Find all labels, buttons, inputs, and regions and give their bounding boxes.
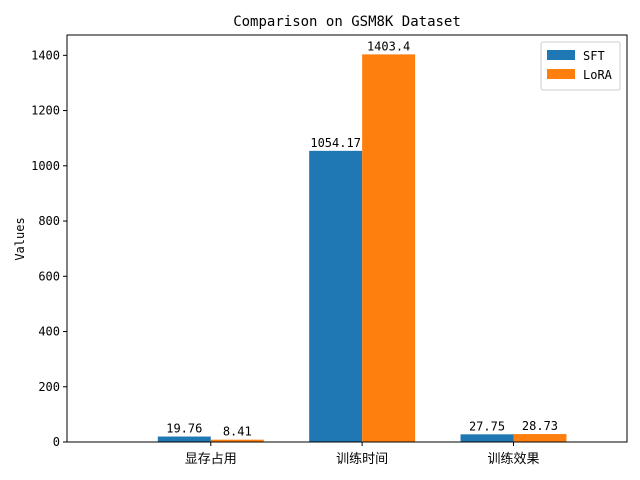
- legend-label: SFT: [583, 49, 605, 63]
- data-label: 27.75: [469, 419, 505, 433]
- y-tick-label: 600: [38, 269, 60, 283]
- legend: SFT LoRA: [540, 41, 621, 91]
- legend-swatch-lora: [547, 69, 575, 79]
- y-axis-label: Values: [13, 217, 27, 260]
- y-tick-label: 0: [53, 435, 60, 449]
- bar-lora-1: [362, 54, 416, 442]
- bar-lora-0: [210, 439, 264, 442]
- x-tick-label: 显存占用: [185, 452, 237, 467]
- bar-sft-0: [157, 436, 211, 442]
- data-label: 19.76: [166, 422, 202, 436]
- data-label: 8.41: [223, 425, 252, 439]
- y-tick-label: 400: [38, 325, 60, 339]
- y-tick-label: 1200: [31, 104, 60, 118]
- x-tick-label: 训练时间: [336, 452, 388, 467]
- bar-sft-2: [460, 434, 514, 442]
- legend-swatch-sft: [547, 50, 575, 60]
- plot-frame: [66, 34, 628, 443]
- y-tick-label: 1400: [31, 48, 60, 62]
- bar-sft-1: [309, 150, 363, 443]
- chart-title: Comparison on GSM8K Dataset: [233, 14, 461, 30]
- y-tick-label: 800: [38, 214, 60, 228]
- y-tick-label: 1000: [31, 159, 60, 173]
- x-tick-label: 训练效果: [487, 452, 539, 467]
- data-label: 1403.4: [367, 39, 410, 53]
- y-tick-label: 200: [38, 380, 60, 394]
- legend-label: LoRA: [583, 68, 613, 82]
- data-label: 1054.17: [310, 136, 361, 150]
- legend-box: [540, 41, 621, 91]
- data-label: 28.73: [522, 419, 558, 433]
- bar-lora-2: [513, 434, 567, 442]
